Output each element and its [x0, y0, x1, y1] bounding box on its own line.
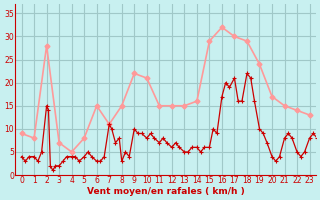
X-axis label: Vent moyen/en rafales ( km/h ): Vent moyen/en rafales ( km/h ) — [87, 187, 244, 196]
